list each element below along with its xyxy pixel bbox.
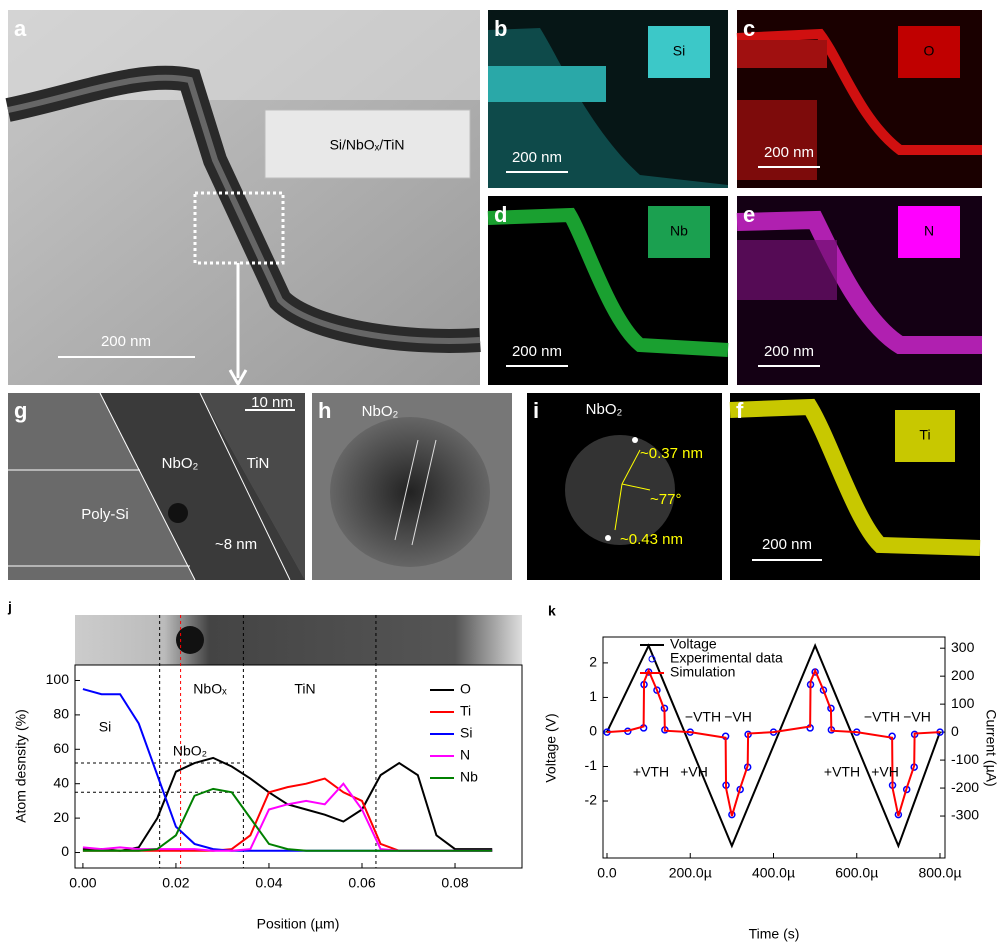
legend-label: Si	[460, 725, 472, 741]
x-tick-label: 0.0	[597, 865, 617, 881]
scale-label: 200 nm	[764, 343, 814, 360]
annotation: +VTH	[633, 764, 669, 780]
element-label: Nb	[670, 223, 688, 239]
legend-label: N	[460, 747, 470, 763]
y-tick-label: -2	[585, 792, 598, 808]
annotation: −VTH	[864, 709, 900, 725]
layer-label: NbO₂	[162, 455, 199, 472]
x-tick-label: 0.02	[162, 875, 189, 891]
annotation: +VH	[680, 764, 708, 780]
x-tick-label: 200.0µ	[669, 865, 712, 881]
x-tick-label: 800.0µ	[918, 865, 961, 881]
panel-c: O 200 nm c	[737, 10, 982, 188]
y-tick-label: -1	[585, 757, 598, 773]
layer-label: Poly-Si	[81, 506, 129, 523]
annotation: Si	[99, 719, 111, 735]
y-tick-label: 100	[46, 671, 70, 687]
element-label: Ti	[919, 427, 930, 443]
y2-tick-label: 0	[951, 723, 959, 739]
panel-e: N 200 nm e	[737, 196, 982, 385]
legend-label: Nb	[460, 769, 478, 785]
y2-tick-label: -100	[951, 751, 979, 767]
y-tick-label: 60	[53, 740, 69, 756]
scale-label: 200 nm	[764, 144, 814, 161]
y-tick-label: 20	[53, 809, 69, 825]
panel-i: NbO₂ ~0.37 nm ~77° ~0.43 nm i	[527, 393, 722, 580]
annotation: TiN	[294, 681, 315, 697]
y2-tick-label: 300	[951, 639, 975, 655]
stack-label: Si/NbOₓ/TiN	[330, 137, 405, 153]
x-tick-label: 0.06	[348, 875, 375, 891]
x-tick-label: 600.0µ	[835, 865, 878, 881]
annotation: +VTH	[824, 764, 860, 780]
y2-tick-label: 100	[951, 695, 975, 711]
annotation: −VTH	[685, 709, 721, 725]
phase-label: NbO₂	[362, 403, 399, 420]
thickness-label: ~8 nm	[215, 536, 257, 553]
scale-label: 200 nm	[512, 343, 562, 360]
y-axis-label: Voltage (V)	[543, 713, 559, 782]
panel-label: i	[533, 398, 539, 423]
y2-tick-label: -200	[951, 779, 979, 795]
panel-f: Ti 200 nm f	[730, 393, 980, 580]
panel-d: Nb 200 nm d	[488, 196, 728, 385]
figure: Si/NbOₓ/TiN 200 nm a Si 200 nm b O 200 n…	[0, 0, 1002, 946]
d-spacing: ~0.37 nm	[640, 445, 703, 462]
annotation: NbOₓ	[193, 681, 227, 697]
y-tick-label: 0	[589, 723, 597, 739]
scale-label: 200 nm	[101, 333, 151, 350]
phase-label: NbO₂	[586, 401, 623, 418]
element-label: N	[924, 223, 934, 239]
data-line	[83, 689, 492, 851]
panel-b: Si 200 nm b	[488, 10, 728, 188]
panel-label: k	[548, 603, 556, 619]
y2-tick-label: -300	[951, 807, 979, 823]
plot-frame	[603, 637, 945, 858]
x-tick-label: 0.08	[441, 875, 468, 891]
panel-label: h	[318, 398, 331, 423]
y2-axis-label: Current (µA)	[983, 709, 999, 786]
layer-label: TiN	[247, 455, 270, 472]
panel-label: e	[743, 202, 755, 227]
panel-g: 10 nm NbO₂ TiN Poly-Si ~8 nm g	[8, 393, 305, 580]
y-tick-label: 0	[61, 843, 69, 859]
y-tick-label: 1	[589, 688, 597, 704]
y-tick-label: 40	[53, 774, 69, 790]
panel-label: a	[14, 16, 27, 41]
annotation: NbO₂	[173, 743, 207, 759]
x-tick-label: 0.00	[69, 875, 96, 891]
legend-label: O	[460, 681, 471, 697]
tem-strip	[75, 615, 522, 665]
panel-a: Si/NbOₓ/TiN 200 nm a	[8, 10, 480, 385]
scale-label: 10 nm	[251, 394, 293, 411]
legend-label: Simulation	[670, 664, 735, 680]
element-label: Si	[673, 43, 685, 59]
y-tick-label: 2	[589, 654, 597, 670]
angle: ~77°	[650, 491, 681, 508]
panel-label: d	[494, 202, 507, 227]
legend-label: Ti	[460, 703, 471, 719]
annotation: +VH	[871, 764, 899, 780]
y-axis-label: Atom desnsity (%)	[13, 709, 29, 823]
x-axis-label: Time (s)	[749, 926, 800, 942]
panel-label: g	[14, 398, 27, 423]
scale-label: 200 nm	[762, 536, 812, 553]
y-tick-label: 80	[53, 706, 69, 722]
annotation: −VH	[724, 709, 752, 725]
panel-h: NbO₂ h	[312, 393, 512, 580]
panel-label: j	[7, 599, 12, 615]
x-tick-label: 400.0µ	[752, 865, 795, 881]
x-tick-label: 0.04	[255, 875, 282, 891]
d-spacing: ~0.43 nm	[620, 531, 683, 548]
panel-label: b	[494, 16, 507, 41]
panel-label: f	[736, 398, 744, 423]
annotation: −VH	[903, 709, 931, 725]
y2-tick-label: 200	[951, 667, 975, 683]
element-label: O	[924, 43, 935, 59]
scale-label: 200 nm	[512, 149, 562, 166]
x-axis-label: Position (µm)	[257, 916, 340, 932]
panel-label: c	[743, 16, 755, 41]
data-line	[607, 646, 940, 846]
